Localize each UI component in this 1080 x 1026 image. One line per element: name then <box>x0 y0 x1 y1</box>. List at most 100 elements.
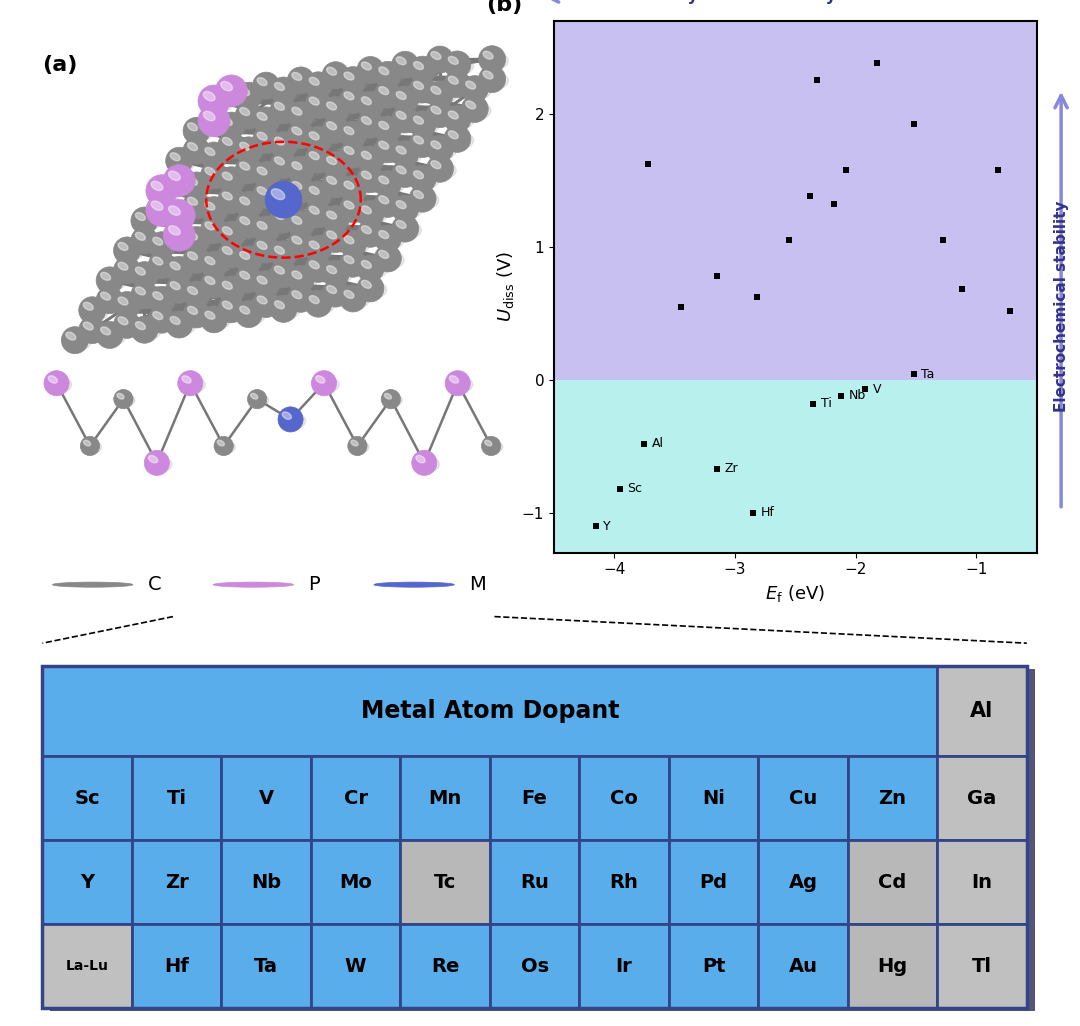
Text: Y: Y <box>80 873 94 892</box>
Ellipse shape <box>135 267 146 275</box>
Circle shape <box>253 127 280 154</box>
Ellipse shape <box>309 152 320 160</box>
Ellipse shape <box>205 202 215 210</box>
Ellipse shape <box>219 118 247 136</box>
Circle shape <box>184 172 211 199</box>
Ellipse shape <box>100 327 110 334</box>
Bar <box>311 756 401 840</box>
Circle shape <box>201 197 228 224</box>
Text: Nb: Nb <box>251 873 281 892</box>
Text: Ta: Ta <box>254 957 279 976</box>
Circle shape <box>375 225 402 252</box>
Ellipse shape <box>396 91 406 100</box>
Ellipse shape <box>393 201 421 220</box>
Circle shape <box>339 141 366 168</box>
Circle shape <box>113 291 140 318</box>
Text: Sc: Sc <box>75 789 100 807</box>
Ellipse shape <box>362 151 372 159</box>
Bar <box>42 666 937 756</box>
Circle shape <box>287 285 314 312</box>
Text: Os: Os <box>521 957 549 976</box>
Ellipse shape <box>445 112 473 129</box>
Circle shape <box>348 436 367 456</box>
Ellipse shape <box>359 117 387 135</box>
Circle shape <box>375 245 402 272</box>
Circle shape <box>184 117 211 145</box>
Ellipse shape <box>448 76 458 84</box>
Ellipse shape <box>179 377 205 393</box>
Bar <box>579 924 669 1009</box>
Y-axis label: $U_{\rm diss}$ (V): $U_{\rm diss}$ (V) <box>496 251 516 322</box>
Ellipse shape <box>254 133 282 151</box>
Ellipse shape <box>219 302 247 320</box>
Circle shape <box>322 171 349 198</box>
Ellipse shape <box>237 88 265 106</box>
Circle shape <box>392 106 419 133</box>
Ellipse shape <box>222 281 232 289</box>
Ellipse shape <box>379 142 389 149</box>
Circle shape <box>375 81 402 108</box>
Ellipse shape <box>351 440 359 446</box>
Ellipse shape <box>271 137 300 156</box>
Ellipse shape <box>396 112 406 119</box>
Text: Hf: Hf <box>760 506 774 519</box>
Ellipse shape <box>359 207 387 225</box>
Circle shape <box>113 256 140 284</box>
Ellipse shape <box>132 288 161 306</box>
Bar <box>221 756 311 840</box>
Ellipse shape <box>410 63 438 80</box>
Circle shape <box>165 276 192 304</box>
Ellipse shape <box>100 292 110 301</box>
Ellipse shape <box>240 87 249 95</box>
Circle shape <box>409 165 436 192</box>
Text: Thermodynamic stability: Thermodynamic stability <box>605 0 837 4</box>
Circle shape <box>339 285 366 312</box>
Ellipse shape <box>413 457 440 473</box>
Ellipse shape <box>188 123 198 130</box>
Ellipse shape <box>132 233 161 250</box>
Ellipse shape <box>326 176 337 185</box>
Text: Tl: Tl <box>972 957 993 976</box>
Ellipse shape <box>167 282 195 301</box>
Text: P: P <box>309 576 321 594</box>
Ellipse shape <box>416 456 426 463</box>
Circle shape <box>270 96 297 124</box>
Circle shape <box>145 450 170 475</box>
Ellipse shape <box>288 272 318 289</box>
Circle shape <box>235 211 262 238</box>
Ellipse shape <box>185 287 213 305</box>
Ellipse shape <box>219 193 247 210</box>
Circle shape <box>339 67 366 93</box>
Text: Al: Al <box>971 701 994 721</box>
Ellipse shape <box>288 163 318 181</box>
Ellipse shape <box>188 143 198 151</box>
Ellipse shape <box>448 56 458 65</box>
Circle shape <box>215 75 247 107</box>
Ellipse shape <box>271 104 300 121</box>
Ellipse shape <box>379 176 389 184</box>
Circle shape <box>146 195 178 227</box>
Text: V: V <box>873 383 881 396</box>
Circle shape <box>305 290 332 317</box>
Ellipse shape <box>376 232 404 249</box>
Circle shape <box>235 192 262 219</box>
Ellipse shape <box>114 243 144 261</box>
Ellipse shape <box>171 282 180 289</box>
Ellipse shape <box>292 127 301 135</box>
Circle shape <box>184 281 211 308</box>
Circle shape <box>201 251 228 278</box>
Ellipse shape <box>274 301 284 309</box>
Ellipse shape <box>202 258 230 275</box>
Text: Ir: Ir <box>616 957 633 976</box>
Bar <box>758 924 848 1009</box>
Text: Hf: Hf <box>164 957 189 976</box>
Bar <box>848 840 937 924</box>
Ellipse shape <box>274 246 284 254</box>
Ellipse shape <box>462 82 491 100</box>
Circle shape <box>356 221 384 247</box>
Ellipse shape <box>240 197 249 205</box>
Text: M: M <box>470 576 486 594</box>
Ellipse shape <box>237 198 265 215</box>
Circle shape <box>339 86 366 114</box>
Ellipse shape <box>445 77 473 94</box>
